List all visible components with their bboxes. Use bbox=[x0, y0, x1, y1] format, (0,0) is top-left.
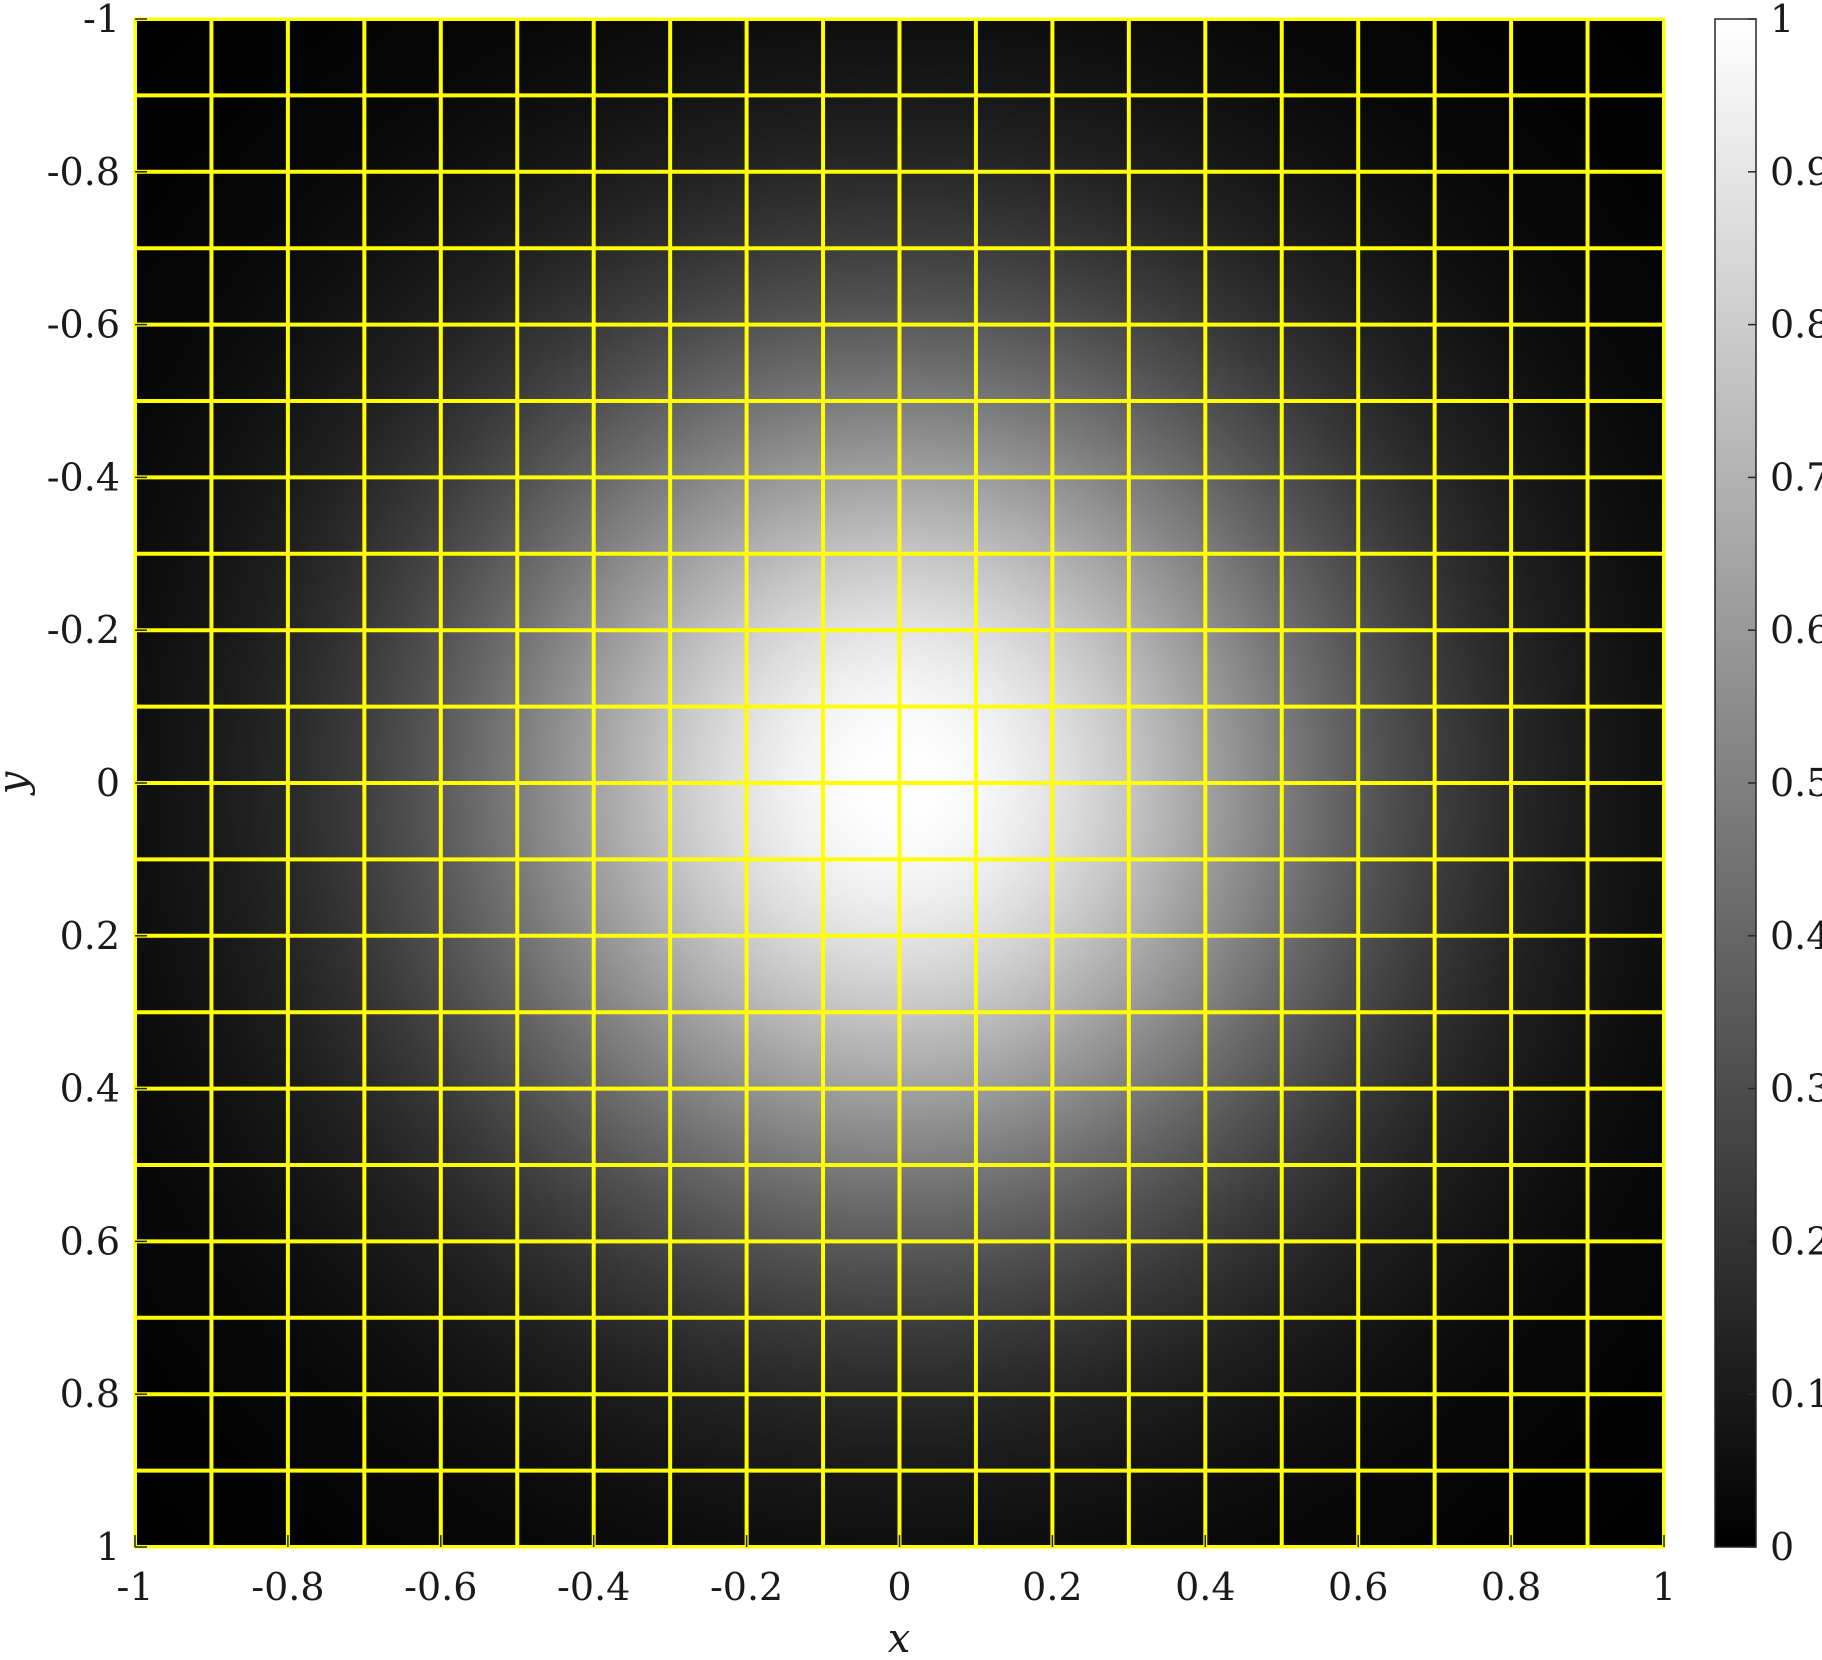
colorbar-tick-label: 0 bbox=[1770, 1525, 1794, 1569]
x-tick-label: -0.8 bbox=[251, 1565, 324, 1609]
grid-overlay bbox=[135, 19, 1664, 1547]
plot-area bbox=[135, 19, 1664, 1547]
y-tick-label: 1 bbox=[96, 1525, 120, 1569]
x-tick-label: 0.8 bbox=[1481, 1565, 1541, 1609]
x-tick-label: -0.4 bbox=[557, 1565, 630, 1609]
colorbar-tick-label: 0.1 bbox=[1770, 1372, 1822, 1416]
y-tick-label: 0.4 bbox=[60, 1067, 120, 1111]
x-tick-label: 0.6 bbox=[1328, 1565, 1388, 1609]
x-tick-label: -0.6 bbox=[404, 1565, 477, 1609]
colorbar-tick-label: 0.7 bbox=[1770, 455, 1822, 499]
y-axis-label: y bbox=[0, 770, 36, 796]
y-tick-label: -0.4 bbox=[47, 455, 120, 499]
y-tick-label: 0 bbox=[96, 761, 120, 805]
y-tick-label: -0.6 bbox=[47, 303, 120, 347]
colorbar-tick-label: 0.8 bbox=[1770, 303, 1822, 347]
colorbar-tick-label: 0.3 bbox=[1770, 1067, 1822, 1111]
x-tick-label: -0.2 bbox=[710, 1565, 783, 1609]
x-tick-label: 0 bbox=[887, 1565, 911, 1609]
colorbar-tick-label: 0.2 bbox=[1770, 1219, 1822, 1263]
y-tick-label: -0.8 bbox=[47, 150, 120, 194]
colorbar: 0 0.1 0.2 0.3 0.4 0.5 0.6 0.7 0.8 0.9 1 bbox=[1714, 0, 1822, 1569]
y-tick-label: 0.6 bbox=[60, 1219, 120, 1263]
x-tick-label: 0.2 bbox=[1022, 1565, 1082, 1609]
x-tick-label: 1 bbox=[1652, 1565, 1676, 1609]
colorbar-tick-label: 0.6 bbox=[1770, 608, 1822, 652]
x-tick-label: -1 bbox=[116, 1565, 153, 1609]
y-tick-label: 0.8 bbox=[60, 1372, 120, 1416]
y-tick-label: -1 bbox=[83, 0, 120, 41]
colorbar-tick-label: 0.9 bbox=[1770, 150, 1822, 194]
x-tick-label: 0.4 bbox=[1175, 1565, 1235, 1609]
x-axis-ticks: -1 -0.8 -0.6 -0.4 -0.2 0 0.2 0.4 0.6 0.8 1 bbox=[116, 1535, 1676, 1609]
x-axis-label: x bbox=[888, 1616, 911, 1660]
colorbar-tick-label: 1 bbox=[1770, 0, 1794, 41]
colorbar-gradient bbox=[1714, 18, 1757, 1548]
colorbar-tick-label: 0.4 bbox=[1770, 914, 1822, 958]
colorbar-ticks: 0 0.1 0.2 0.3 0.4 0.5 0.6 0.7 0.8 0.9 1 bbox=[1748, 0, 1822, 1569]
y-tick-label: -0.2 bbox=[47, 608, 120, 652]
y-axis-ticks: -1 -0.8 -0.6 -0.4 -0.2 0 0.2 0.4 0.6 0.8 1 bbox=[47, 0, 147, 1569]
colorbar-tick-label: 0.5 bbox=[1770, 761, 1822, 805]
y-tick-label: 0.2 bbox=[60, 914, 120, 958]
